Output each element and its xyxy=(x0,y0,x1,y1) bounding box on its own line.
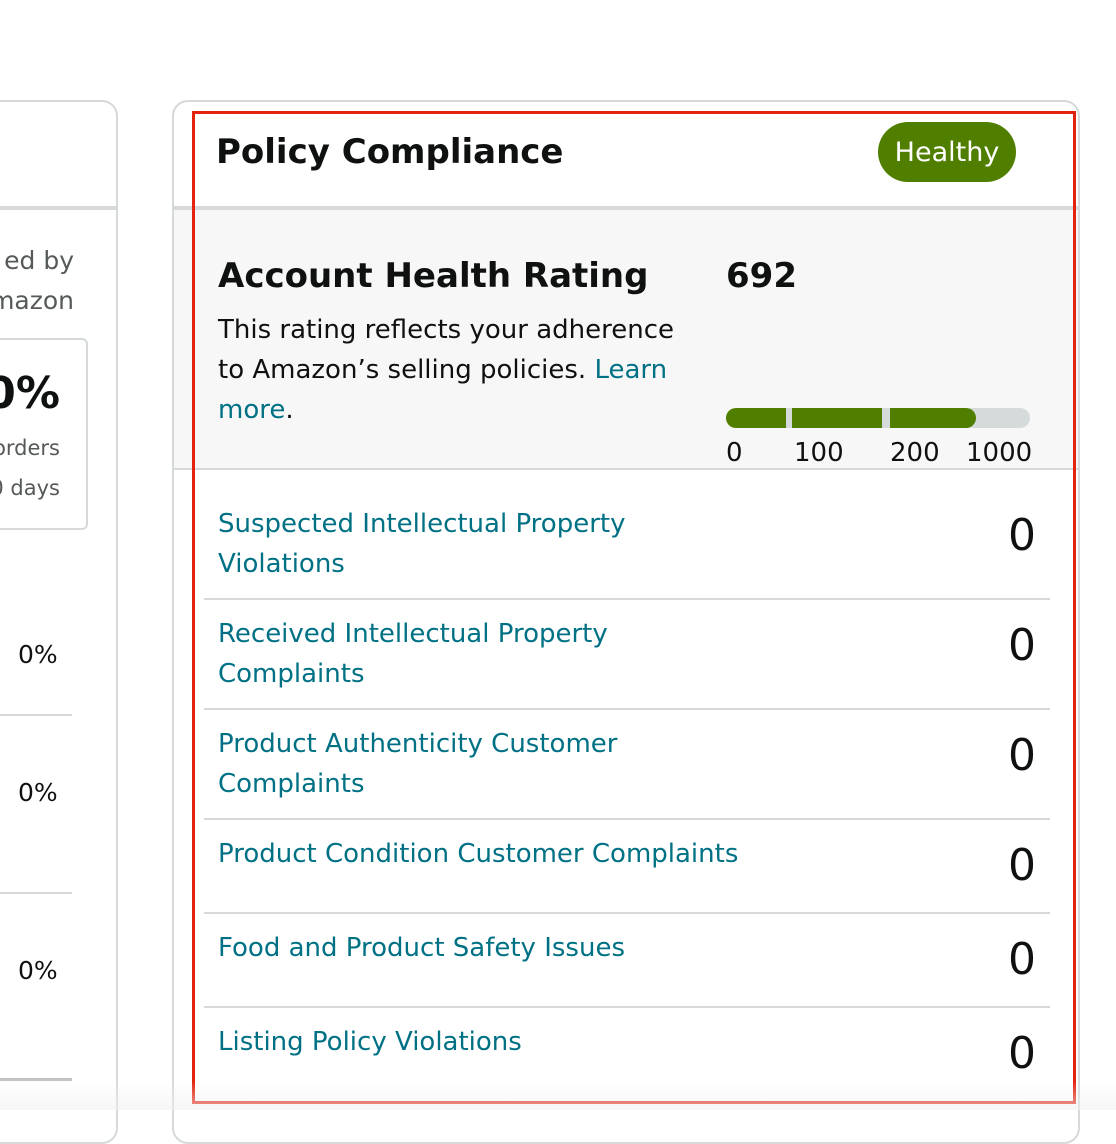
account-health-rating-title: Account Health Rating xyxy=(218,256,649,296)
adjacent-card-label-line2: mazon xyxy=(0,286,74,315)
metric-row: Product Condition Customer Complaints 0 xyxy=(204,830,1050,914)
adjacent-row-divider xyxy=(0,714,72,716)
status-badge: Healthy xyxy=(878,122,1016,182)
adjacent-stat-caption1: orders xyxy=(0,436,60,460)
metric-row: Received Intellectual Property Complaint… xyxy=(204,610,1050,710)
metric-count: 0 xyxy=(1008,730,1036,781)
card-title: Policy Compliance xyxy=(216,132,564,172)
metric-count: 0 xyxy=(1008,1028,1036,1079)
adjacent-row-divider xyxy=(0,892,72,894)
account-health-rating-panel: Account Health Rating This rating reflec… xyxy=(174,210,1078,470)
adjacent-card-divider xyxy=(0,206,116,210)
health-rating-bar-segment xyxy=(890,408,976,428)
adjacent-card: ed by mazon 0% orders 0 days 0% 0% 0% xyxy=(0,100,118,1144)
account-health-description-text: This rating reflects your adherence to A… xyxy=(218,315,674,385)
metric-count: 0 xyxy=(1008,620,1036,671)
metric-row: Product Authenticity Customer Complaints… xyxy=(204,720,1050,820)
description-period: . xyxy=(285,395,294,425)
health-rating-bar-segment xyxy=(726,408,786,428)
account-health-score: 692 xyxy=(726,256,797,296)
metric-link-listing-policy[interactable]: Listing Policy Violations xyxy=(218,1027,522,1057)
bar-tick-label: 0 xyxy=(726,438,743,468)
bar-tick-label: 1000 xyxy=(966,438,1033,468)
metric-row: Listing Policy Violations 0 xyxy=(204,1018,1050,1100)
learn-more-link[interactable]: Learn more xyxy=(218,355,668,425)
header-divider xyxy=(174,206,1078,210)
metric-link-food-safety[interactable]: Food and Product Safety Issues xyxy=(218,933,625,963)
adjacent-row-value: 0% xyxy=(18,778,58,807)
adjacent-row-value: 0% xyxy=(18,956,58,985)
policy-compliance-card: Policy Compliance Healthy Account Health… xyxy=(172,100,1080,1144)
metric-row: Food and Product Safety Issues 0 xyxy=(204,924,1050,1008)
health-rating-bar xyxy=(726,408,1030,428)
metric-count: 0 xyxy=(1008,510,1036,561)
metric-link-condition-complaints[interactable]: Product Condition Customer Complaints xyxy=(218,839,739,869)
metric-link-authenticity-complaints[interactable]: Product Authenticity Customer Complaints xyxy=(218,729,618,799)
adjacent-row-value: 0% xyxy=(18,640,58,669)
adjacent-stat-value: 0% xyxy=(0,368,60,419)
metric-row: Suspected Intellectual Property Violatio… xyxy=(204,500,1050,600)
account-health-description: This rating reflects your adherence to A… xyxy=(218,310,678,430)
adjacent-card-label-line1: ed by xyxy=(4,246,74,275)
metric-count: 0 xyxy=(1008,840,1036,891)
bar-tick-label: 200 xyxy=(890,438,940,468)
adjacent-stat-box: 0% orders 0 days xyxy=(0,338,88,530)
adjacent-stat-caption2: 0 days xyxy=(0,476,60,500)
health-rating-bar-segment xyxy=(792,408,882,428)
bar-tick-label: 100 xyxy=(794,438,844,468)
metric-link-ip-complaints[interactable]: Received Intellectual Property Complaint… xyxy=(218,619,608,689)
metric-count: 0 xyxy=(1008,934,1036,985)
adjacent-row-divider xyxy=(0,1078,72,1081)
metric-link-ip-violations[interactable]: Suspected Intellectual Property Violatio… xyxy=(218,509,626,579)
